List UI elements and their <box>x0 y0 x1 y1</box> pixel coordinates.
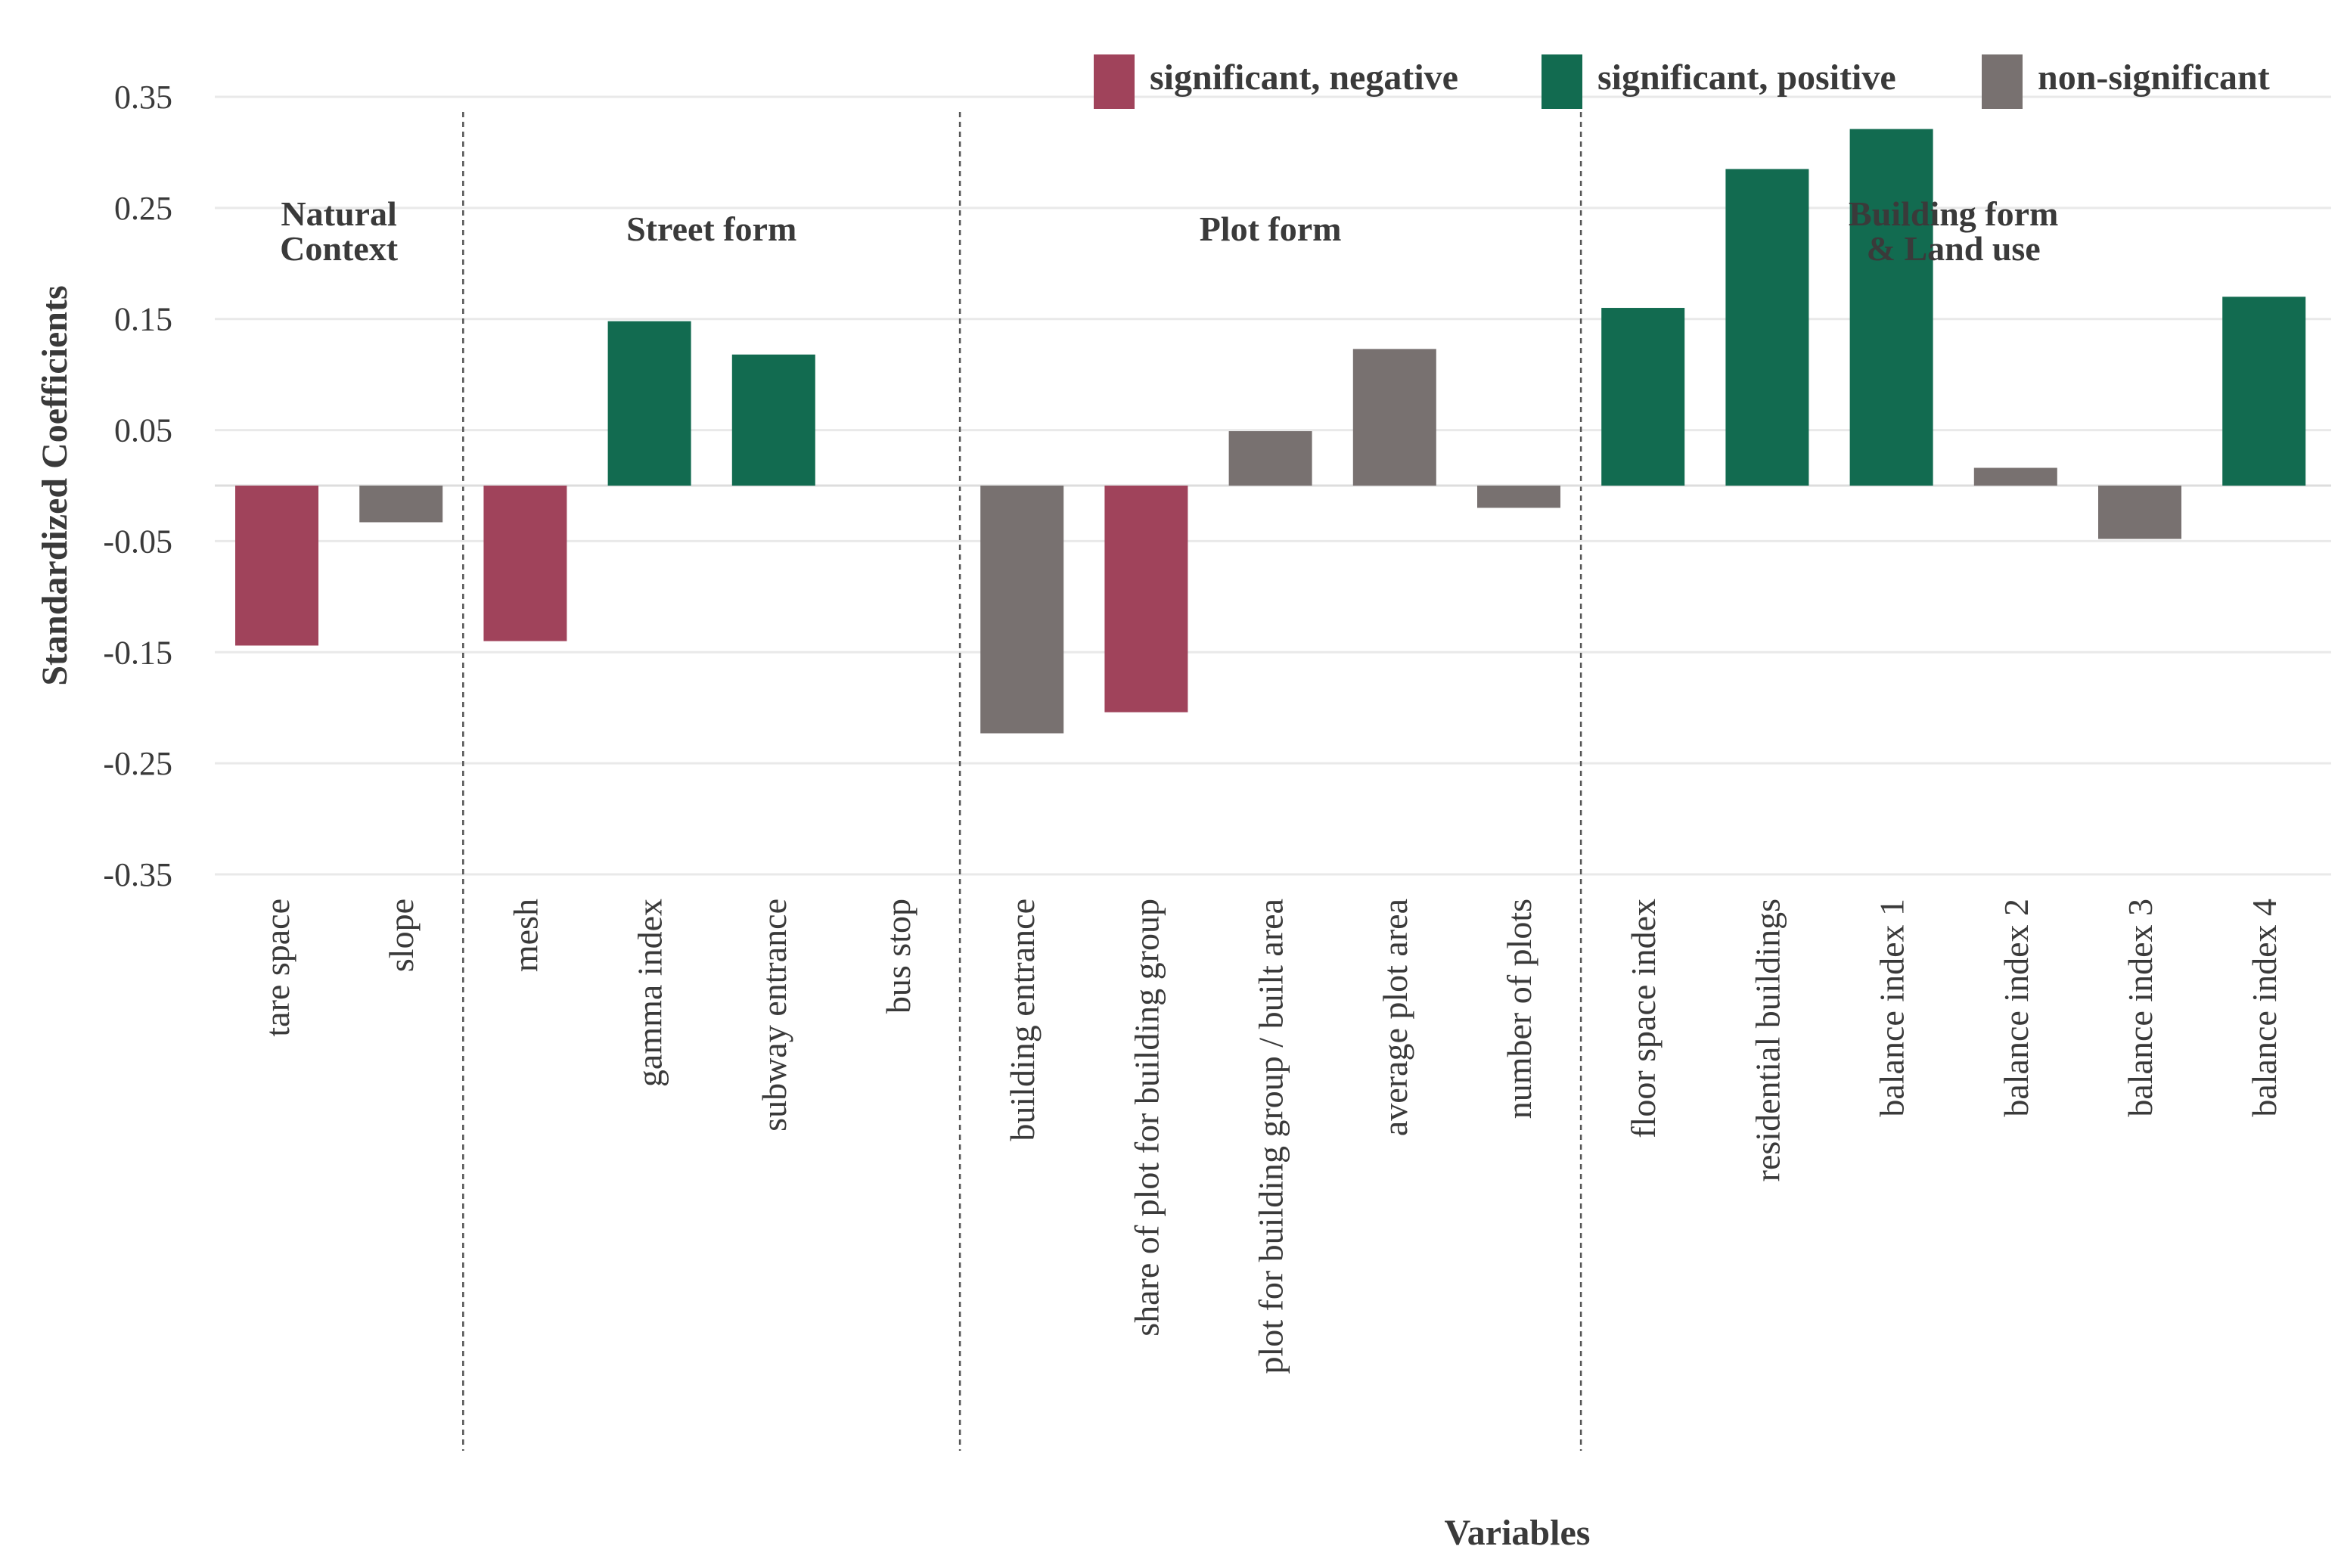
bar-share-of-plot-for-building-group <box>1104 486 1188 713</box>
x-tick-label-number-of-plots: number of plots <box>1500 899 1538 1119</box>
legend-swatch-non-significant <box>1982 54 2023 109</box>
group-label-natural-context: Natural Context <box>280 194 399 268</box>
bar-slope <box>359 486 443 523</box>
bar-number-of-plots <box>1477 486 1560 508</box>
group-label-plot-form: Plot form <box>1200 210 1342 248</box>
legend-swatch-significant-positive <box>1542 54 1582 109</box>
gridlines <box>215 95 2331 876</box>
x-tick-label-floor-space-index: floor space index <box>1624 899 1663 1138</box>
bar-plot-for-building-group-built-area <box>1228 431 1312 486</box>
x-tick-label-slope: slope <box>382 899 421 972</box>
legend: significant, negative significant, positi… <box>1094 54 2270 109</box>
x-tick-label-balance-index-1: balance index 1 <box>1873 899 1911 1117</box>
y-tick-label: -0.25 <box>103 745 172 782</box>
category-labels: tare space slope mesh gamma index subway ent… <box>258 899 2284 1374</box>
group-labels: Natural Context Street form Plot form Buildi… <box>280 194 2058 268</box>
bar-subway-entrance <box>731 354 815 486</box>
bar-gamma-index <box>607 321 691 486</box>
x-tick-label-building-entrance: building entrance <box>1003 899 1042 1141</box>
x-tick-label-plot-for-building-group-built-area: plot for building group / built area <box>1252 899 1290 1374</box>
bars <box>235 129 2306 734</box>
x-tick-label-gamma-index: gamma index <box>631 899 669 1087</box>
y-tick-label: 0.05 <box>114 412 172 449</box>
x-tick-label-balance-index-3: balance index 3 <box>2121 899 2159 1117</box>
x-tick-label-residential-buildings: residential buildings <box>1748 899 1787 1181</box>
y-tick-label: 0.35 <box>114 79 172 116</box>
bar-building-entrance <box>980 486 1064 734</box>
bar-balance-index-4 <box>2222 297 2306 486</box>
y-tick-label: -0.15 <box>103 634 172 671</box>
legend-label-significant-negative: significant, negative <box>1150 57 1458 98</box>
legend-label-non-significant: non-significant <box>2038 57 2270 98</box>
bar-floor-space-index <box>1601 308 1685 486</box>
x-tick-label-balance-index-2: balance index 2 <box>1997 899 2035 1117</box>
x-tick-label-balance-index-4: balance index 4 <box>2245 899 2284 1117</box>
bar-mesh <box>483 486 567 641</box>
legend-swatch-significant-negative <box>1094 54 1135 109</box>
x-tick-label-mesh: mesh <box>506 899 545 972</box>
y-axis-title: Standardized Coefficients <box>35 285 75 685</box>
x-tick-label-average-plot-area: average plot area <box>1376 899 1414 1136</box>
group-label-building-form-land-use: Building form & Land use <box>1849 194 2058 268</box>
y-tick-label: 0.15 <box>114 301 172 338</box>
y-tick-label: -0.35 <box>103 856 172 893</box>
bar-balance-index-2 <box>1973 467 2057 486</box>
bar-average-plot-area <box>1352 349 1436 486</box>
x-tick-label-tare-space: tare space <box>258 899 297 1037</box>
y-tick-label: -0.05 <box>103 523 172 560</box>
bar-balance-index-3 <box>2098 486 2181 539</box>
y-tick-labels: 0.35 0.25 0.15 0.05 -0.05 -0.15 -0.25 -0.35 <box>103 79 172 893</box>
legend-label-significant-positive: significant, positive <box>1597 57 1896 98</box>
x-axis-title: Variables <box>1445 1513 1591 1553</box>
bar-balance-index-1 <box>1849 129 1933 486</box>
bar-residential-buildings <box>1725 169 1809 486</box>
x-tick-label-share-of-plot-for-building-group: share of plot for building group <box>1127 899 1166 1337</box>
bar-tare-space <box>235 486 318 646</box>
x-tick-label-subway-entrance: subway entrance <box>755 899 793 1132</box>
y-tick-label: 0.25 <box>114 190 172 227</box>
x-tick-label-bus-stop: bus stop <box>879 899 917 1014</box>
group-label-street-form: Street form <box>626 210 796 248</box>
group-dividers <box>462 112 1582 1451</box>
